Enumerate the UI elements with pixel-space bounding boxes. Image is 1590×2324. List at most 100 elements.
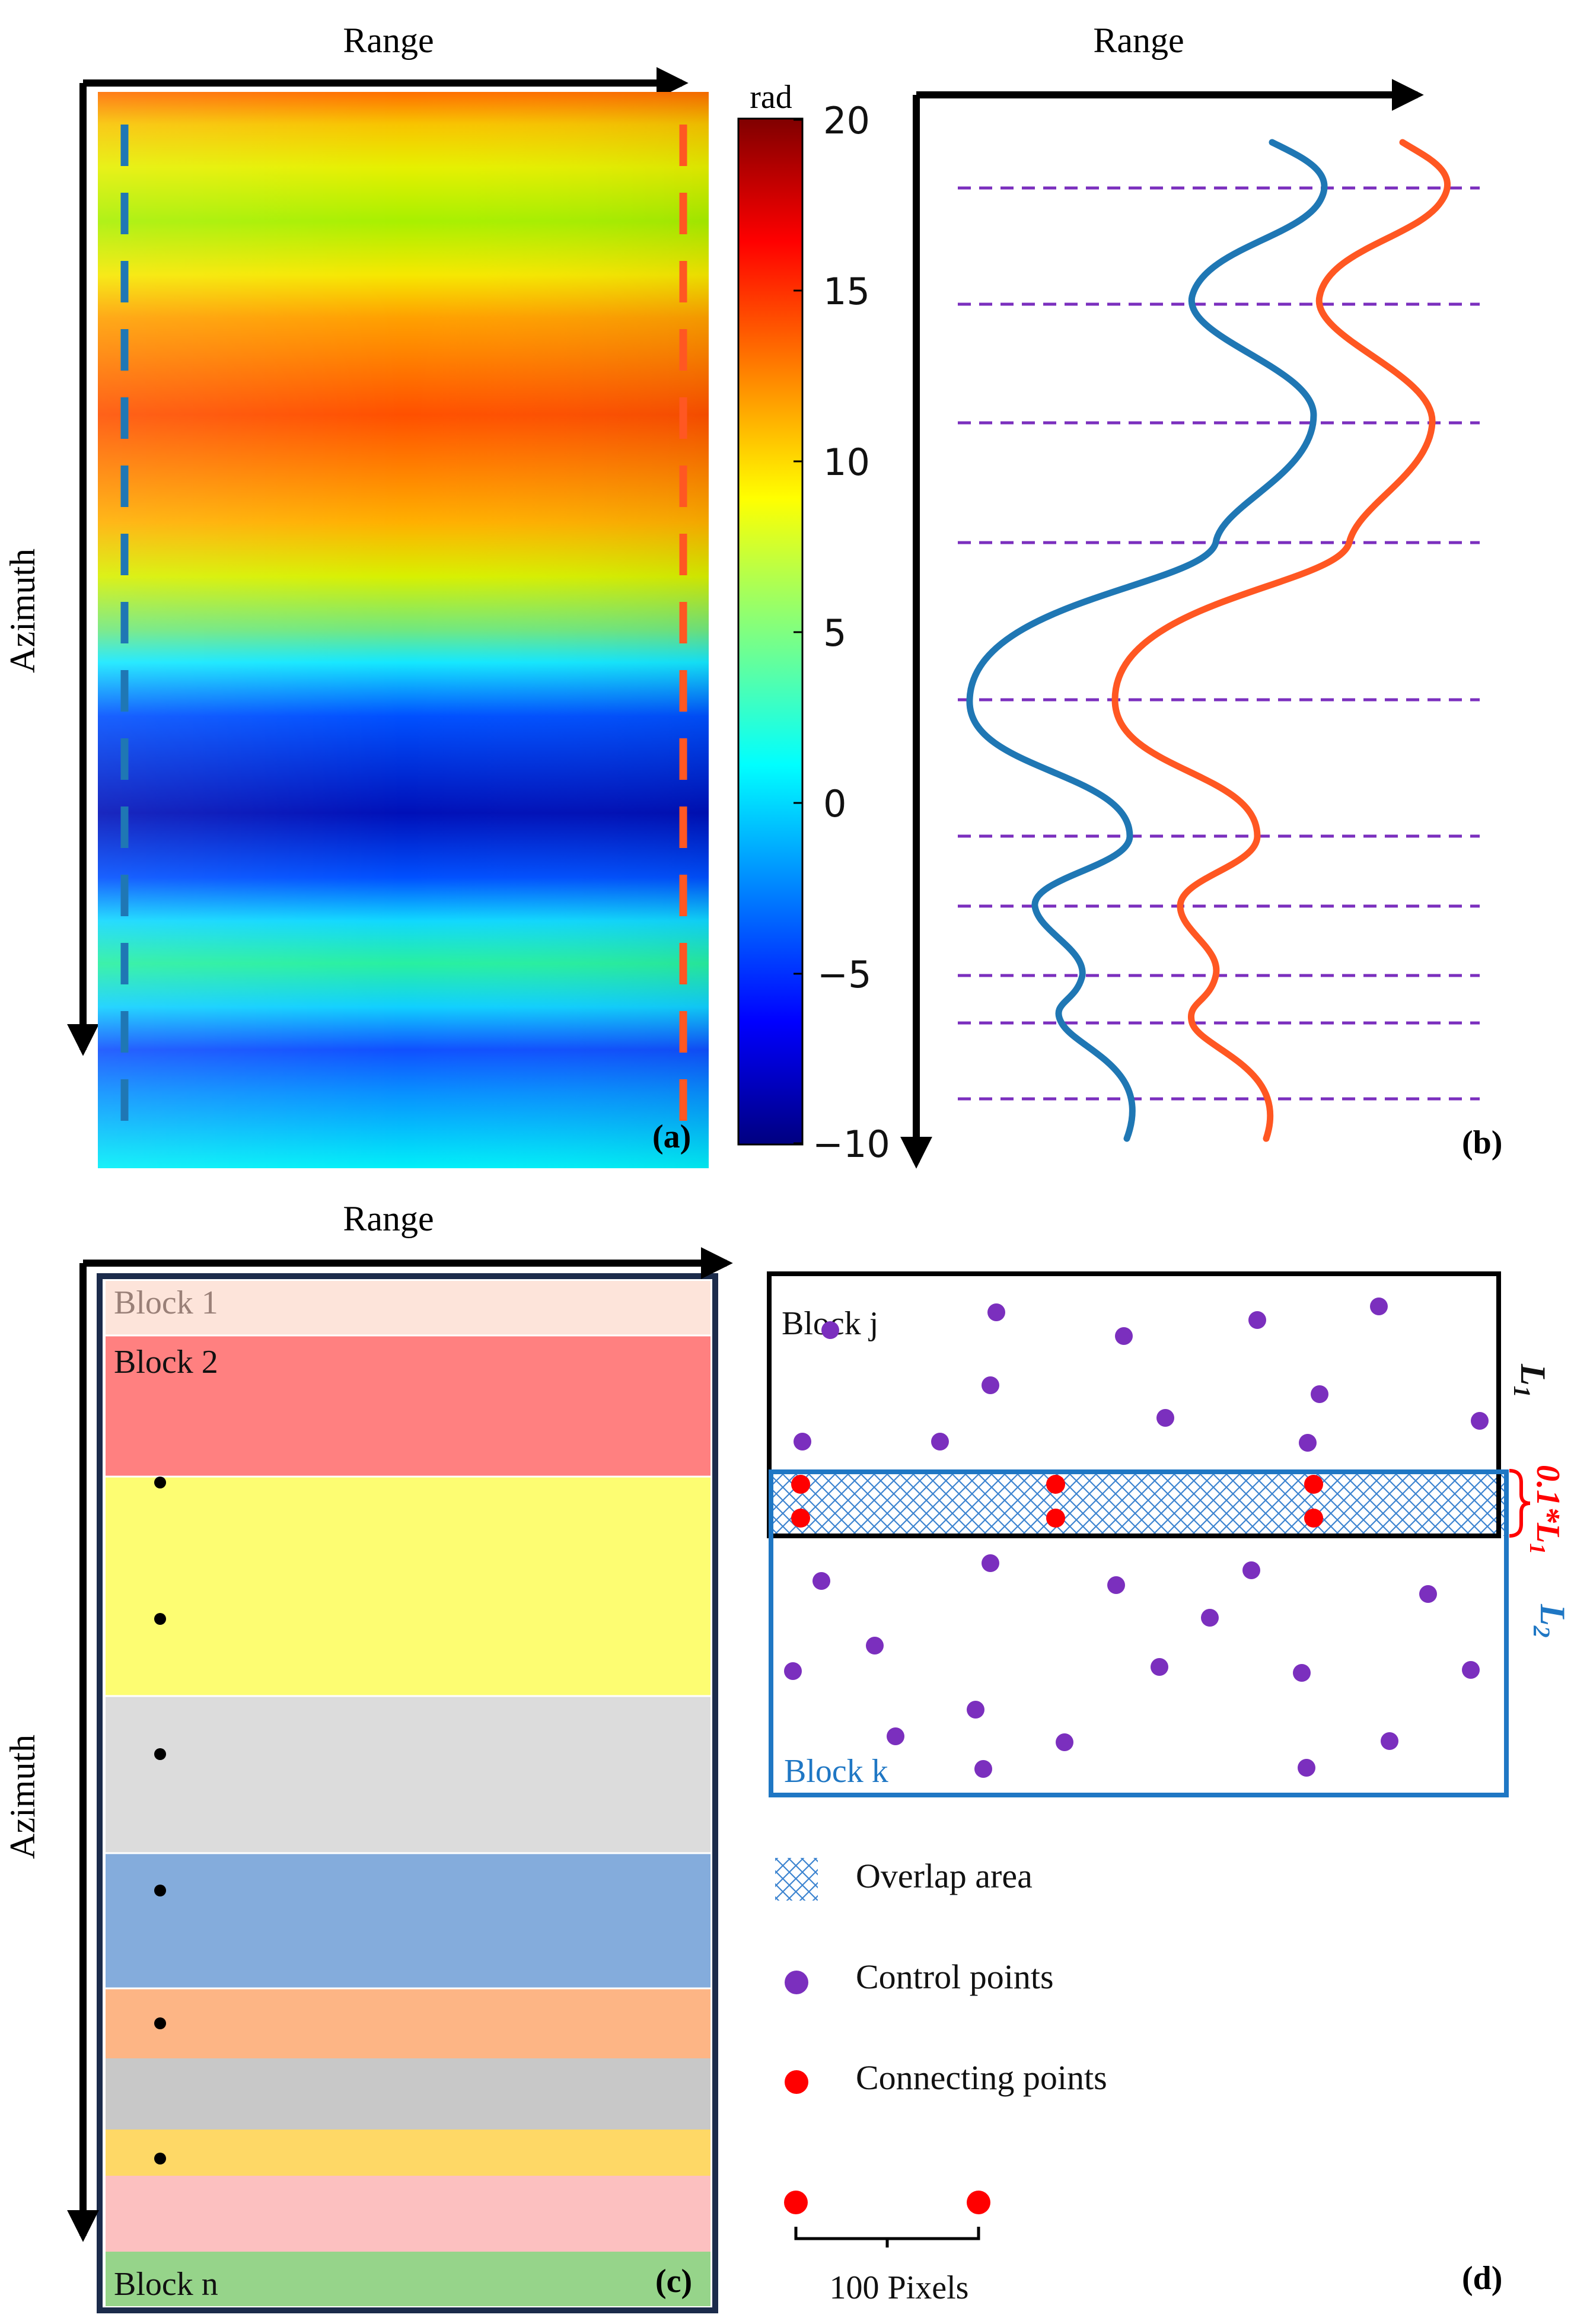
- control-point: [1419, 1585, 1437, 1603]
- control-point: [1056, 1733, 1073, 1751]
- connecting-point: [1304, 1475, 1323, 1494]
- control-point: [794, 1433, 811, 1450]
- control-point: [1311, 1385, 1328, 1403]
- connecting-point: [791, 1509, 810, 1528]
- control-point: [982, 1376, 999, 1394]
- ellipsis-dots: [154, 1477, 166, 2164]
- scale-brace: [794, 2227, 980, 2248]
- block-j-frame: [767, 1271, 1501, 1538]
- overlap-sub: 1: [1525, 1543, 1550, 1554]
- l1-text: L: [1513, 1363, 1553, 1386]
- l1-label: L1: [1509, 1363, 1553, 1398]
- control-point: [974, 1760, 992, 1778]
- connecting-point: [1046, 1509, 1065, 1528]
- overlap-brace: [1509, 1469, 1531, 1538]
- control-point: [987, 1303, 1005, 1321]
- panel-a-range-label: Range: [343, 21, 434, 60]
- legend-overlap-swatch: [775, 1858, 818, 1901]
- colorbar: [737, 117, 804, 1146]
- panel-d: Block j Block k: [767, 1271, 1572, 2306]
- control-points: [784, 1298, 1489, 1778]
- control-point: [1471, 1412, 1489, 1430]
- block-8: [106, 2129, 710, 2176]
- block-3: [106, 1477, 710, 1696]
- panel-c-label: (c): [655, 2263, 692, 2300]
- control-point: [887, 1727, 904, 1745]
- legend: Overlap area Control points Connecting p…: [775, 1857, 1107, 2097]
- block-separators: [106, 1334, 710, 1990]
- panel-c-azimuth-label: Azimuth: [3, 1735, 42, 1859]
- control-point: [1381, 1732, 1398, 1750]
- colorbar-unit: rad: [750, 79, 792, 116]
- panel-b-range-label: Range: [1093, 21, 1184, 60]
- panel-a-azimuth-label: Azimuth: [3, 549, 42, 673]
- control-point: [982, 1554, 999, 1572]
- panel-a-label: (a): [652, 1118, 691, 1155]
- ellipsis-dot: [154, 1885, 166, 1896]
- panel-a: Range Azimuth (a) rad 20 15 10 5 0 −5 −1: [3, 21, 890, 1168]
- colorbar-tick-label: 0: [823, 782, 846, 825]
- connecting-point: [1046, 1475, 1065, 1494]
- legend-overlap-label: Overlap area: [856, 1857, 1033, 1895]
- ellipsis-dot: [154, 2017, 166, 2029]
- block-n: [106, 2252, 710, 2306]
- colorbar-tick-label: 10: [823, 441, 870, 484]
- panel-c-range-label: Range: [343, 1199, 434, 1238]
- block-4: [106, 1696, 710, 1853]
- control-point: [1107, 1576, 1125, 1594]
- panel-b: Range (b): [900, 21, 1502, 1169]
- control-point: [1299, 1434, 1317, 1452]
- ellipsis-dot: [154, 1613, 166, 1625]
- colorbar-tick-label: −10: [812, 1123, 890, 1166]
- control-point: [812, 1572, 830, 1590]
- control-point: [821, 1321, 839, 1339]
- connecting-points: [791, 1475, 1323, 1528]
- legend-connecting-points-label: Connecting points: [856, 2058, 1107, 2097]
- phase-map-shade: [98, 92, 709, 1168]
- control-point: [1293, 1664, 1311, 1682]
- control-point: [1115, 1327, 1133, 1345]
- l2-sub: 2: [1528, 1625, 1555, 1638]
- control-point: [1201, 1609, 1219, 1627]
- ellipsis-dot: [154, 2153, 166, 2164]
- control-point: [967, 1701, 984, 1719]
- block-2: [106, 1335, 710, 1477]
- block-5: [106, 1853, 710, 1988]
- svg-text:L2: L2: [1528, 1603, 1572, 1638]
- control-point: [1248, 1311, 1266, 1329]
- colorbar-tick-label: 15: [823, 270, 870, 313]
- connecting-point: [1304, 1509, 1323, 1528]
- block-2-label: Block 2: [114, 1344, 218, 1381]
- l2-text: L: [1533, 1603, 1572, 1626]
- colorbar-tick-label: 20: [823, 99, 870, 142]
- scale-bar: 100 Pixels: [784, 2191, 990, 2306]
- scale-point-right: [967, 2191, 990, 2214]
- control-point: [1462, 1661, 1480, 1679]
- block-k-label: Block k: [784, 1753, 888, 1790]
- control-point: [1298, 1759, 1315, 1777]
- control-point: [1156, 1409, 1174, 1427]
- phase-curve-left: [966, 139, 1328, 1142]
- control-point: [1370, 1298, 1388, 1315]
- legend-connecting-point-marker: [785, 2070, 808, 2094]
- legend-control-point-marker: [785, 1971, 808, 1994]
- phase-curve-right: [1111, 139, 1451, 1142]
- colorbar-tick-label: −5: [817, 953, 871, 996]
- panel-c: Range Azimuth Block 1 Block 2 Block n: [3, 1199, 733, 2313]
- l2-label: L2: [1528, 1603, 1572, 1638]
- block-6: [106, 1988, 710, 2058]
- block-1-label: Block 1: [114, 1284, 218, 1321]
- colorbar-ticks: [794, 119, 802, 1145]
- svg-text:0.1*L1: 0.1*L1: [1525, 1465, 1566, 1554]
- overlap-area: [771, 1471, 1506, 1536]
- scale-point-left: [784, 2191, 808, 2214]
- block-7: [106, 2058, 710, 2129]
- svg-text:L1: L1: [1509, 1363, 1553, 1398]
- ellipsis-dot: [154, 1748, 166, 1760]
- dashed-lines: [958, 186, 1480, 1101]
- blocks-frame: [97, 1273, 718, 2313]
- control-point: [784, 1662, 802, 1680]
- control-point: [1242, 1561, 1260, 1579]
- block-9: [106, 2176, 710, 2252]
- connecting-point: [791, 1475, 810, 1494]
